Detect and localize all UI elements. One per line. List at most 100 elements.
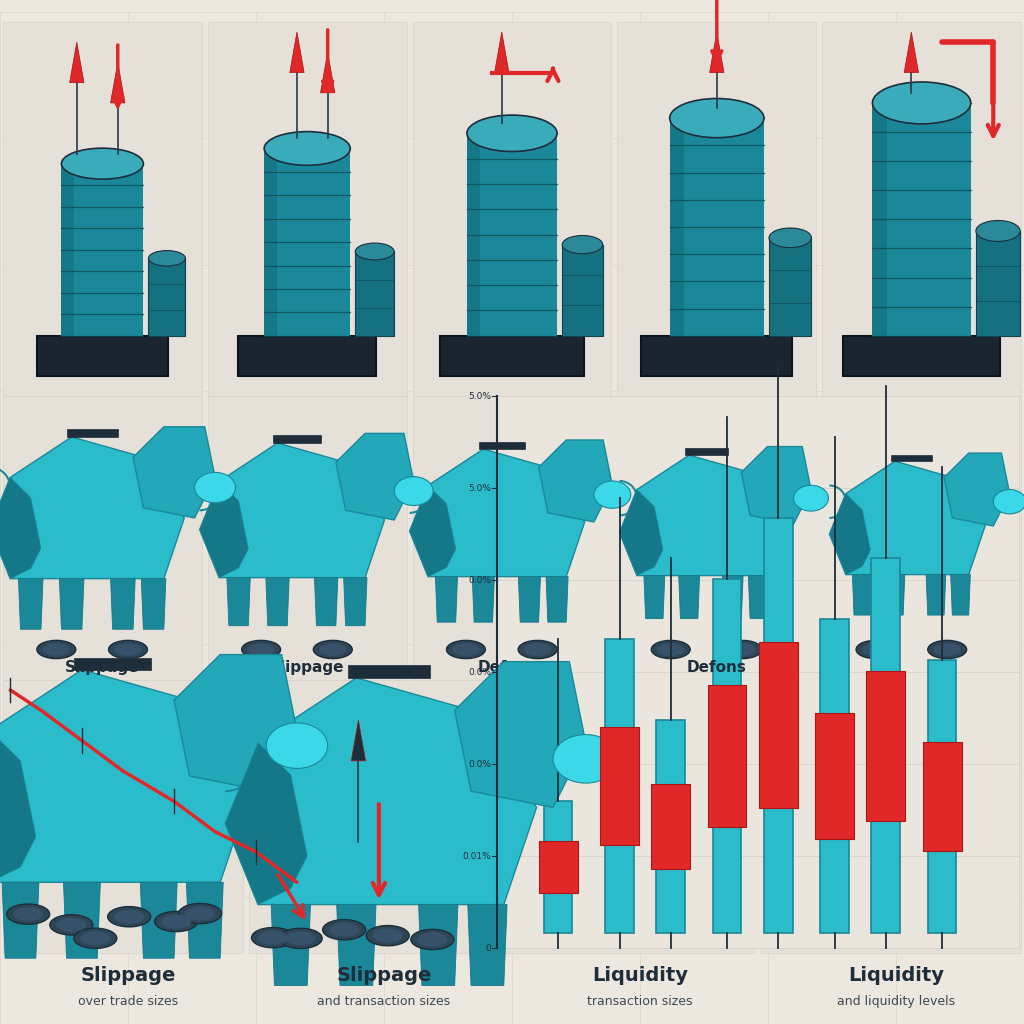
Polygon shape	[63, 883, 100, 958]
Ellipse shape	[993, 489, 1024, 514]
Ellipse shape	[373, 929, 402, 943]
Text: Liquidity: Liquidity	[848, 966, 944, 985]
Bar	[272, 435, 322, 443]
Bar	[656, 720, 685, 933]
Ellipse shape	[367, 926, 410, 946]
Polygon shape	[944, 454, 1010, 526]
Ellipse shape	[109, 640, 147, 658]
Text: Slippage: Slippage	[80, 966, 176, 985]
Polygon shape	[264, 148, 278, 336]
Bar	[497, 396, 1019, 948]
Ellipse shape	[266, 723, 328, 768]
Polygon shape	[468, 904, 507, 985]
Polygon shape	[644, 575, 665, 618]
Bar	[769, 238, 811, 336]
Bar	[605, 639, 634, 933]
Ellipse shape	[195, 472, 236, 503]
Polygon shape	[227, 578, 250, 626]
Polygon shape	[278, 148, 350, 336]
Ellipse shape	[108, 906, 151, 927]
Ellipse shape	[394, 476, 433, 506]
Ellipse shape	[651, 640, 690, 658]
Ellipse shape	[355, 243, 394, 260]
Ellipse shape	[155, 911, 198, 932]
Bar	[764, 518, 793, 933]
Polygon shape	[926, 574, 946, 615]
Polygon shape	[337, 904, 376, 985]
Polygon shape	[290, 32, 304, 73]
Bar	[562, 245, 603, 336]
Ellipse shape	[657, 643, 684, 656]
Bar	[208, 396, 407, 680]
Ellipse shape	[248, 643, 274, 656]
Ellipse shape	[80, 931, 111, 945]
Polygon shape	[843, 336, 1000, 376]
Text: Slippage: Slippage	[270, 659, 344, 675]
Bar	[67, 429, 118, 437]
Ellipse shape	[56, 918, 86, 932]
Polygon shape	[61, 164, 74, 336]
Polygon shape	[722, 575, 743, 618]
Ellipse shape	[453, 643, 479, 656]
Bar	[544, 802, 572, 933]
Polygon shape	[239, 336, 376, 376]
Polygon shape	[314, 578, 338, 626]
Polygon shape	[321, 52, 335, 93]
Polygon shape	[472, 577, 495, 623]
Polygon shape	[679, 575, 699, 618]
Polygon shape	[641, 336, 793, 376]
Bar	[348, 665, 430, 678]
Ellipse shape	[114, 909, 144, 924]
Polygon shape	[0, 670, 251, 883]
Ellipse shape	[61, 148, 143, 179]
Bar	[617, 396, 816, 680]
Ellipse shape	[242, 640, 281, 658]
Polygon shape	[670, 118, 684, 336]
Polygon shape	[111, 62, 125, 103]
Bar	[478, 441, 524, 450]
Ellipse shape	[258, 931, 288, 945]
Ellipse shape	[50, 914, 93, 935]
Polygon shape	[684, 118, 764, 336]
Ellipse shape	[418, 933, 447, 946]
Ellipse shape	[13, 907, 43, 922]
Ellipse shape	[553, 734, 618, 783]
Text: 0.0%: 0.0%	[469, 668, 492, 677]
Polygon shape	[887, 103, 971, 336]
Ellipse shape	[934, 643, 961, 656]
Text: transaction sizes: transaction sizes	[587, 995, 693, 1009]
Bar	[815, 714, 854, 839]
Bar	[761, 680, 1021, 953]
Polygon shape	[620, 455, 785, 575]
Polygon shape	[351, 720, 366, 761]
Bar	[651, 784, 690, 869]
Text: Slippage: Slippage	[336, 966, 432, 985]
Ellipse shape	[446, 640, 485, 658]
Polygon shape	[455, 662, 586, 807]
Bar	[495, 680, 755, 953]
Bar	[539, 841, 578, 893]
Polygon shape	[174, 654, 297, 792]
Polygon shape	[336, 433, 414, 520]
Polygon shape	[200, 443, 385, 578]
Ellipse shape	[148, 251, 185, 266]
Polygon shape	[710, 32, 724, 73]
Polygon shape	[440, 336, 584, 376]
Bar	[355, 252, 394, 336]
Ellipse shape	[856, 640, 895, 658]
Ellipse shape	[524, 643, 551, 656]
Text: 5.0%: 5.0%	[469, 484, 492, 493]
Bar	[3, 680, 243, 953]
Bar	[3, 396, 202, 680]
Polygon shape	[852, 574, 872, 615]
Bar	[148, 258, 185, 336]
Polygon shape	[0, 437, 184, 579]
Polygon shape	[0, 477, 41, 579]
Ellipse shape	[286, 931, 315, 945]
Ellipse shape	[928, 640, 967, 658]
Polygon shape	[59, 579, 84, 630]
Bar	[685, 449, 728, 455]
Bar	[820, 620, 849, 933]
Polygon shape	[200, 481, 249, 578]
Polygon shape	[0, 730, 36, 883]
